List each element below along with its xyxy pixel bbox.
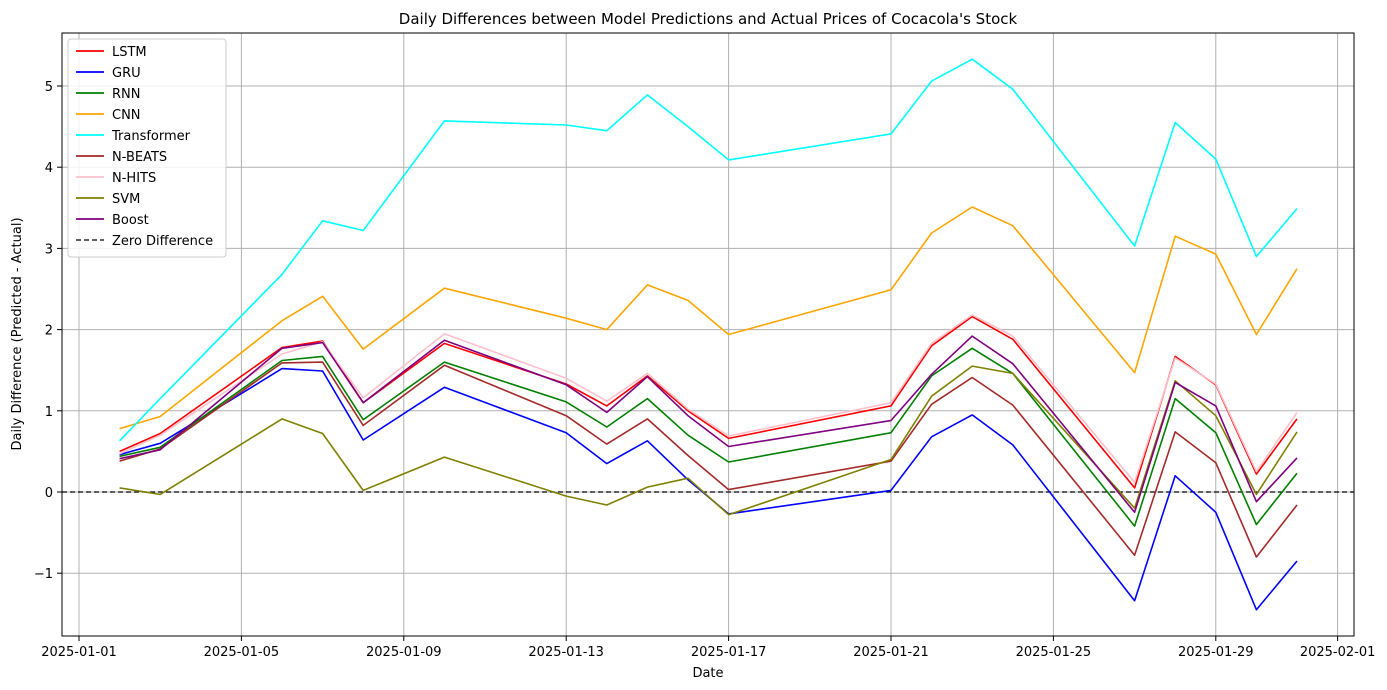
y-tick-label: 1	[45, 405, 53, 420]
x-tick-label: 2025-01-13	[528, 645, 604, 660]
x-axis-title: Date	[692, 666, 723, 681]
legend-label-lstm: LSTM	[112, 45, 147, 60]
legend-label-n-beats: N-BEATS	[112, 150, 167, 165]
y-tick-label: 3	[45, 242, 53, 257]
legend-box	[67, 38, 227, 258]
plot-frame	[61, 32, 1355, 637]
legend: LSTM GRU RNN CNN Transformer N-BEATS N-HITS SVM…	[67, 38, 227, 258]
series-line-boost	[119, 335, 1298, 514]
legend-label-rnn: RNN	[112, 87, 140, 102]
y-tick-label: 2	[45, 324, 53, 339]
legend-label-zero-difference: Zero Difference	[112, 234, 213, 249]
x-tick-label: 2025-01-29	[1178, 645, 1254, 660]
series-line-cnn	[119, 206, 1298, 430]
x-tick-label: 2025-01-01	[41, 645, 117, 660]
legend-label-transformer: Transformer	[111, 129, 191, 144]
series-line-n-beats	[119, 361, 1298, 558]
legend-label-cnn: CNN	[112, 108, 141, 123]
x-tick-label: 2025-01-05	[204, 645, 280, 660]
x-tick-label: 2025-02-01	[1300, 645, 1376, 660]
y-tick-label: 4	[45, 161, 53, 176]
x-tick-label: 2025-01-21	[853, 645, 929, 660]
series-line-rnn	[119, 347, 1298, 527]
y-tick-label: 5	[45, 80, 53, 95]
series-line-lstm	[119, 315, 1298, 489]
legend-label-svm: SVM	[112, 192, 140, 207]
legend-label-boost: Boost	[112, 213, 149, 228]
grid	[62, 33, 1354, 636]
y-axis-title: Daily Difference (Predicted - Actual)	[10, 217, 25, 450]
x-tick-label: 2025-01-17	[691, 645, 767, 660]
x-axis: 2025-01-01 2025-01-05 2025-01-09 2025-01-13…	[41, 636, 1375, 660]
y-axis: −1 0 1 2 3 4 5	[34, 80, 62, 582]
y-tick-label: −1	[34, 567, 53, 582]
legend-label-n-hits: N-HITS	[112, 171, 156, 186]
x-tick-label: 2025-01-25	[1016, 645, 1092, 660]
series-line-n-hits	[119, 314, 1298, 484]
series-line-transformer	[119, 58, 1298, 442]
legend-label-gru: GRU	[112, 66, 141, 81]
x-tick-label: 2025-01-09	[366, 645, 442, 660]
y-tick-label: 0	[45, 486, 53, 501]
chart-title: Daily Differences between Model Predicti…	[399, 10, 1018, 28]
series-layer	[119, 58, 1298, 611]
